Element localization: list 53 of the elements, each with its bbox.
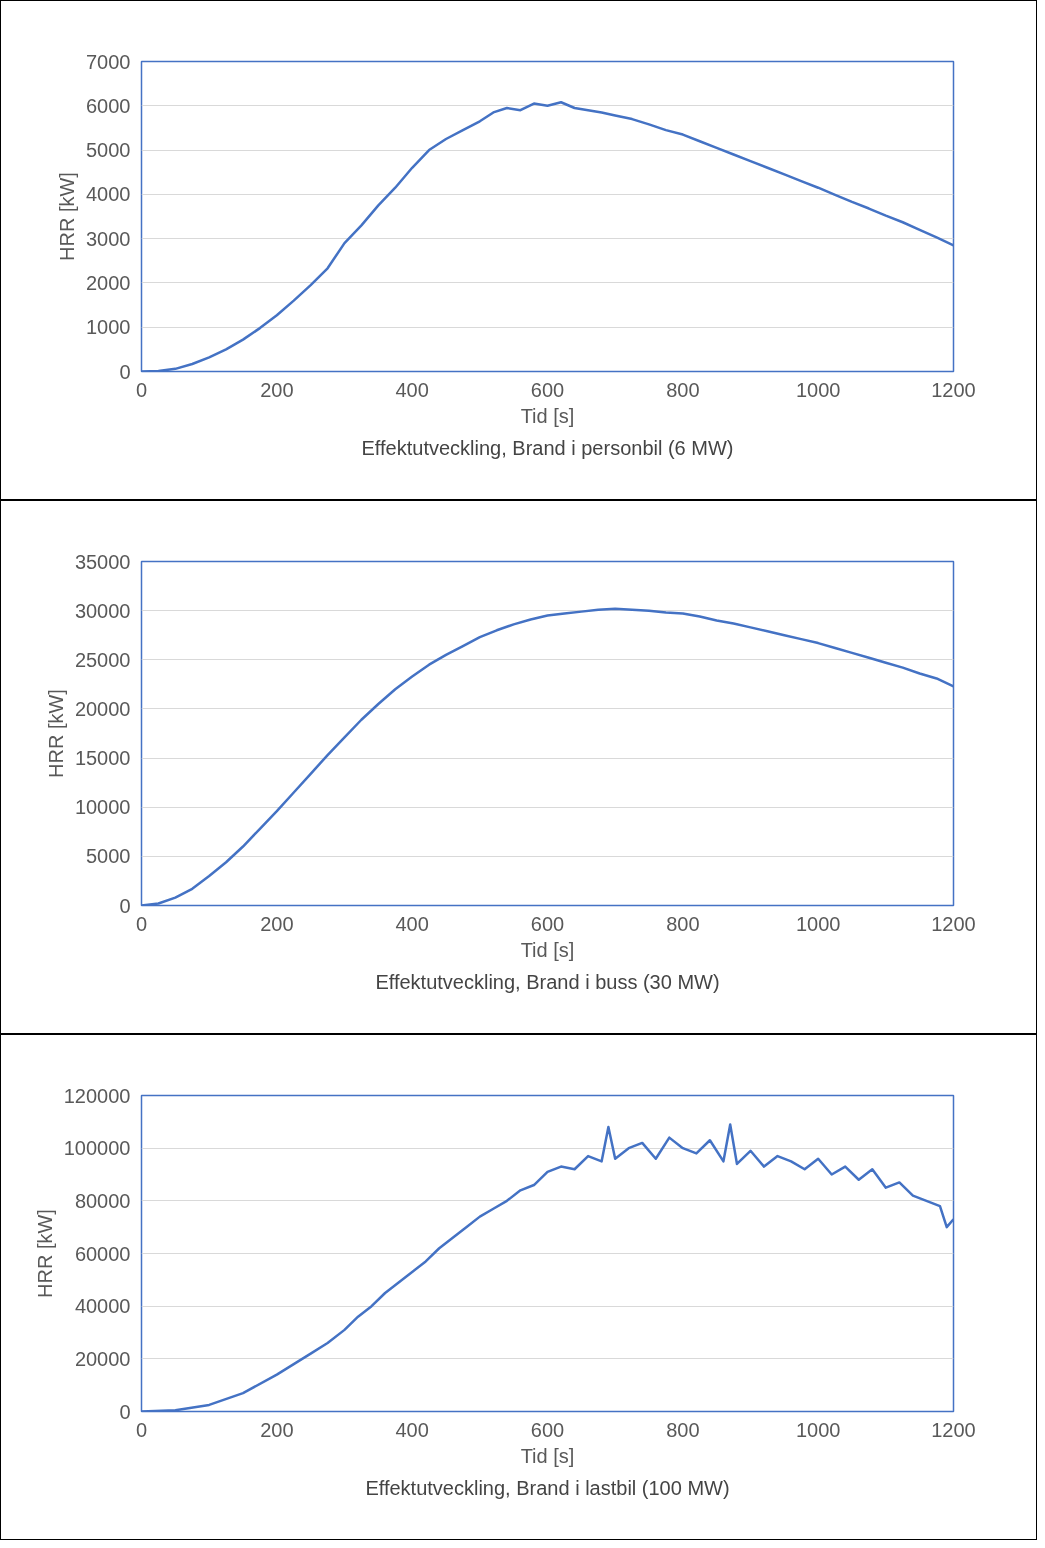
y-tick-label: 15000 [74,747,131,770]
y-tick-label: 3000 [86,227,131,250]
x-tick-label: 1000 [795,378,841,401]
x-tick-label: 0 [135,378,148,401]
y-tick-label: 20000 [74,697,131,720]
x-tick-label: 1000 [795,912,841,935]
x-tick-label: 800 [666,912,700,935]
y-tick-label: 7000 [86,50,131,73]
y-tick-label: 30000 [74,599,131,622]
x-tick-label: 600 [530,378,565,401]
x-axis-title: Tid [s] [520,938,575,961]
y-tick-label: 80000 [74,1189,131,1212]
x-tick-label: 1200 [931,1418,976,1441]
y-tick-label: 2000 [86,271,131,294]
text: Effektutveckling, Brand i personbil (6 MW) [361,436,734,459]
text: Effektutveckling, Brand i buss (30 MW) [375,970,720,993]
y-tick-label: 120000 [63,1084,131,1107]
x-tick-label: 0 [135,1418,148,1441]
y-tick-label: 20000 [74,1347,131,1370]
x-tick-label: 600 [530,1418,565,1441]
y-tick-label: 1000 [86,316,131,339]
x-tick-label: 400 [395,378,429,401]
y-tick-label: 0 [119,1400,131,1423]
y-tick-label: 0 [119,894,131,917]
y-tick-label: 5000 [86,139,131,162]
y-tick-label: 10000 [74,796,131,819]
y-axis-title: HRR [kW] [44,689,67,778]
x-tick-label: 600 [530,912,565,935]
text: Effektutveckling, Brand i lastbil (100 MW) [365,1476,730,1499]
y-tick-label: 6000 [86,94,131,117]
x-tick-label: 1200 [931,378,976,401]
x-tick-label: 200 [260,378,294,401]
x-axis-title: Tid [s] [520,1444,575,1467]
y-axis-title: HRR [kW] [56,172,79,261]
x-tick-label: 400 [395,1418,429,1441]
y-tick-label: 4000 [86,183,131,206]
y-axis-title: HRR [kW] [33,1209,56,1298]
x-tick-label: 200 [260,912,294,935]
x-axis-title: Tid [s] [520,404,575,427]
y-tick-label: 5000 [86,845,131,868]
x-tick-label: 800 [666,378,700,401]
x-tick-label: 800 [666,1418,700,1441]
y-tick-label: 60000 [74,1242,131,1265]
y-tick-label: 35000 [74,550,131,573]
x-tick-label: 1000 [795,1418,841,1441]
x-tick-label: 0 [135,912,148,935]
y-tick-label: 25000 [74,648,131,671]
y-tick-label: 100000 [63,1137,131,1160]
y-tick-label: 40000 [74,1295,131,1318]
y-tick-label: 0 [119,360,131,383]
x-tick-label: 1200 [931,912,976,935]
x-tick-label: 200 [260,1418,294,1441]
x-tick-label: 400 [395,912,429,935]
